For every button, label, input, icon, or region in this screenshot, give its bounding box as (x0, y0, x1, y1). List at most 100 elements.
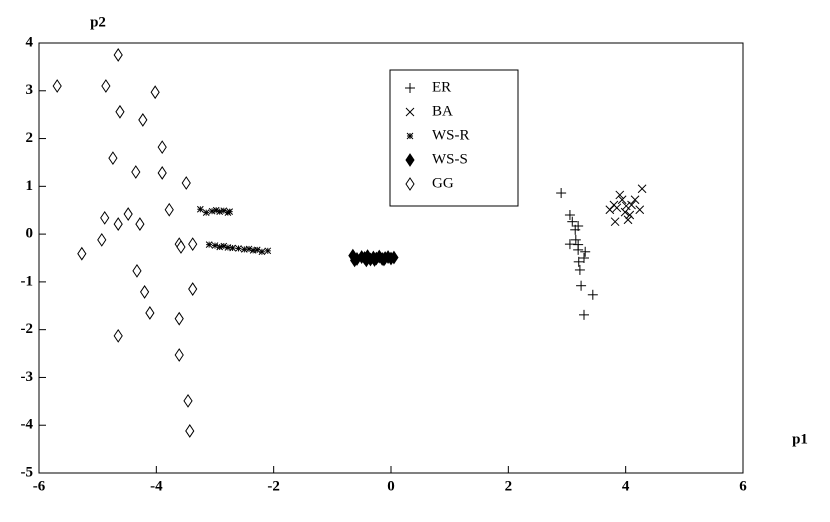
marker-shape (138, 113, 148, 127)
x-axis-label: p1 (792, 431, 808, 447)
marker (157, 140, 167, 155)
marker (264, 247, 272, 255)
marker-shape (97, 232, 107, 247)
marker-shape (100, 210, 110, 225)
legend-label: WS-S (432, 151, 468, 167)
marker-shape (176, 240, 186, 254)
marker (77, 246, 87, 261)
marker-shape (164, 202, 174, 217)
marker-stroke (635, 205, 645, 215)
marker (630, 195, 640, 205)
legend-label: GG (432, 175, 454, 191)
y-tick-label: 3 (26, 82, 34, 98)
marker (183, 393, 193, 408)
marker (101, 79, 111, 93)
marker (208, 207, 216, 215)
marker (52, 79, 62, 93)
marker (216, 243, 224, 251)
marker (113, 217, 123, 231)
legend-label: ER (432, 79, 451, 95)
marker (108, 151, 118, 166)
marker (405, 107, 415, 117)
x-tick-label: 6 (739, 478, 747, 494)
marker (113, 48, 123, 62)
marker (617, 195, 627, 205)
marker (580, 246, 591, 257)
marker (406, 132, 414, 140)
marker-stroke (637, 184, 647, 194)
marker-stroke (620, 207, 630, 217)
marker (235, 245, 242, 252)
x-tick-label: -6 (33, 478, 46, 494)
marker-shape (113, 48, 123, 62)
marker (579, 309, 590, 320)
marker (115, 104, 125, 119)
marker-shape (183, 393, 193, 408)
marker (150, 85, 160, 100)
marker (138, 113, 148, 127)
marker-shape (52, 79, 62, 93)
marker (369, 253, 380, 267)
marker (113, 328, 123, 343)
legend-label: BA (432, 103, 453, 119)
marker (573, 239, 584, 250)
marker-stroke (610, 217, 620, 227)
x-tick-label: 2 (505, 478, 513, 494)
marker (361, 253, 371, 268)
marker (405, 177, 415, 191)
y-tick-label: 0 (26, 226, 34, 242)
marker (139, 285, 150, 299)
marker (135, 217, 145, 231)
marker (164, 202, 174, 217)
marker-shape (174, 311, 184, 326)
marker (556, 188, 567, 199)
marker-shape (132, 263, 142, 278)
marker-shape (379, 252, 389, 267)
marker (573, 256, 584, 267)
marker-shape (135, 217, 145, 231)
marker (226, 208, 234, 216)
legend-label: WS-R (432, 127, 470, 143)
x-tick-label: 0 (387, 478, 395, 494)
marker (258, 248, 266, 256)
marker (405, 153, 415, 167)
marker-shape (174, 348, 184, 362)
marker-shape (185, 424, 195, 438)
marker (574, 264, 585, 275)
y-tick-label: 1 (26, 178, 34, 194)
marker-stroke (623, 215, 633, 225)
marker (615, 190, 625, 200)
y-tick-label: -3 (21, 369, 34, 385)
marker-stroke (617, 195, 627, 205)
marker-shape (389, 250, 399, 265)
marker (100, 210, 110, 225)
marker-shape (188, 237, 198, 252)
marker (623, 215, 633, 225)
marker (205, 241, 213, 248)
marker (181, 176, 191, 190)
marker-shape (405, 153, 415, 167)
marker (350, 253, 360, 268)
marker-shape (405, 177, 415, 191)
marker (605, 205, 615, 215)
marker-shape (145, 306, 155, 320)
marker (567, 216, 578, 227)
x-tick-label: -2 (267, 478, 280, 494)
marker (176, 240, 186, 254)
marker-shape (113, 217, 123, 231)
y-tick-label: -4 (21, 417, 34, 433)
marker (576, 280, 587, 291)
marker (610, 217, 620, 227)
marker (570, 234, 581, 245)
marker-stroke (605, 205, 615, 215)
x-tick-label: 4 (622, 478, 630, 494)
marker-stroke (630, 195, 640, 205)
marker-stroke (615, 190, 625, 200)
marker-stroke (621, 201, 631, 211)
marker (573, 220, 584, 231)
y-tick-label: 2 (26, 130, 34, 146)
marker (579, 253, 590, 263)
marker (379, 252, 389, 267)
marker-shape (157, 166, 167, 180)
marker-shape (108, 151, 118, 166)
